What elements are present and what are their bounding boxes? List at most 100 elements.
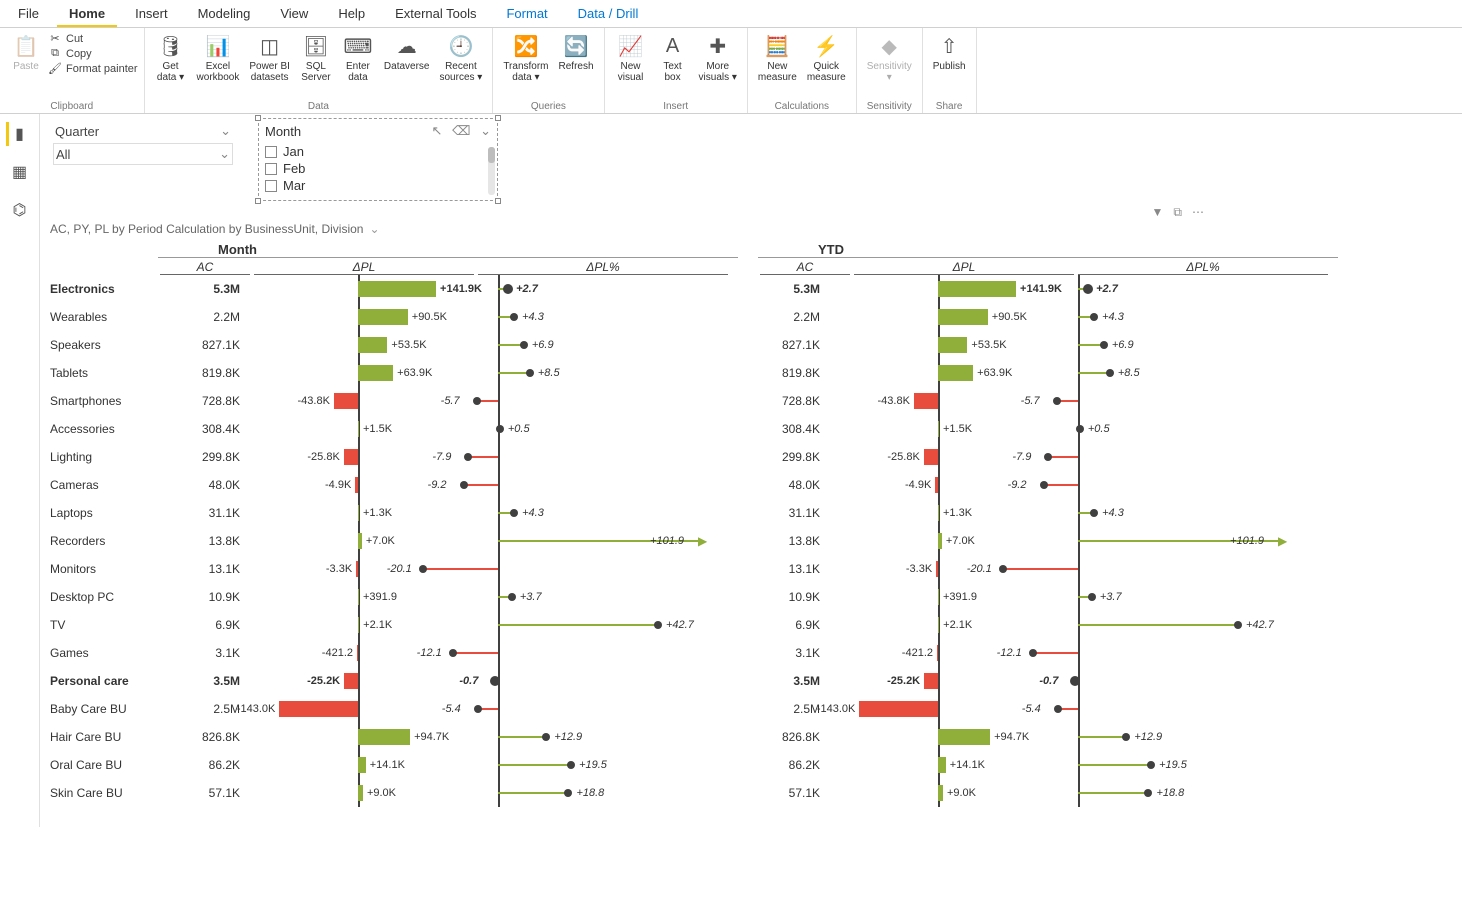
cell-dpl: +141.9K bbox=[828, 275, 1048, 303]
cell-ac: 308.4K bbox=[158, 422, 248, 436]
report-view[interactable]: ▮ bbox=[6, 122, 30, 146]
checkbox-icon[interactable] bbox=[265, 146, 277, 158]
cell-dpl: +1.5K bbox=[828, 415, 1048, 443]
text-button[interactable]: ATextbox bbox=[653, 30, 693, 85]
menu-home[interactable]: Home bbox=[57, 2, 117, 27]
cell-dplp: +4.3 bbox=[1048, 303, 1298, 331]
cell-dplp: -7.9 bbox=[468, 443, 718, 471]
cell-dpl: -25.2K bbox=[248, 667, 468, 695]
more-options-icon[interactable]: ⋯ bbox=[1192, 205, 1204, 220]
cell-dplp: +6.9 bbox=[1048, 331, 1298, 359]
new-button[interactable]: 🧮Newmeasure bbox=[754, 30, 801, 85]
cell-ac: 31.1K bbox=[158, 506, 248, 520]
model-view[interactable]: ⌬ bbox=[8, 198, 32, 222]
cell-dplp: +19.5 bbox=[1048, 751, 1298, 779]
excel-icon: 📊 bbox=[204, 32, 232, 60]
publish-button[interactable]: ⇧Publish bbox=[929, 30, 970, 74]
data-view[interactable]: ▦ bbox=[8, 160, 32, 184]
dataverse-button[interactable]: ☁Dataverse bbox=[380, 30, 434, 74]
menu-insert[interactable]: Insert bbox=[123, 2, 180, 27]
chevron-down-icon[interactable]: ⌄ bbox=[219, 146, 230, 162]
table-row: Recorders13.8K+7.0K▶+101.913.8K+7.0K▶+10… bbox=[48, 527, 1454, 555]
cell-dplp: +4.3 bbox=[1048, 499, 1298, 527]
text-icon: A bbox=[659, 32, 687, 60]
menu-format[interactable]: Format bbox=[494, 2, 559, 27]
enter-button[interactable]: ⌨Enterdata bbox=[338, 30, 378, 85]
focus-mode-icon[interactable]: ⧉ bbox=[1173, 205, 1182, 220]
cell-dplp: +3.7 bbox=[468, 583, 718, 611]
menu-view[interactable]: View bbox=[268, 2, 320, 27]
cell-dplp: +0.5 bbox=[1048, 415, 1298, 443]
copy-icon: ⧉ bbox=[48, 47, 62, 60]
cell-dpl: +7.0K bbox=[828, 527, 1048, 555]
period-header: YTD bbox=[758, 242, 1338, 258]
cell-dpl: +7.0K bbox=[248, 527, 468, 555]
table-row: Hair Care BU826.8K+94.7K+12.9826.8K+94.7… bbox=[48, 723, 1454, 751]
cell-dpl: -143.0K bbox=[828, 695, 1048, 723]
cell-dpl: +2.1K bbox=[248, 611, 468, 639]
cell-dpl: +2.1K bbox=[828, 611, 1048, 639]
power-bi-button[interactable]: ◫Power BIdatasets bbox=[245, 30, 294, 85]
cell-ac: 13.8K bbox=[738, 534, 828, 548]
table-row: Desktop PC10.9K+391.9+3.710.9K+391.9+3.7 bbox=[48, 583, 1454, 611]
chevron-down-icon[interactable]: ⌄ bbox=[369, 222, 379, 236]
month-slicer[interactable]: Month ↖ ⌫ ⌄ JanFebMar bbox=[258, 118, 498, 201]
filter-icon[interactable]: ▼ bbox=[1152, 205, 1164, 220]
ribbon-group-label: Queries bbox=[499, 100, 597, 113]
sensitivity-button[interactable]: ◆Sensitivity▾ bbox=[863, 30, 916, 85]
cell-dpl: +1.3K bbox=[248, 499, 468, 527]
copy-button[interactable]: ⧉Copy bbox=[48, 47, 138, 60]
menu-help[interactable]: Help bbox=[326, 2, 377, 27]
menu-bar: FileHomeInsertModelingViewHelpExternal T… bbox=[0, 0, 1462, 28]
table-row: Speakers827.1K+53.5K+6.9827.1K+53.5K+6.9 bbox=[48, 331, 1454, 359]
report-canvas: Quarter ⌄ All ⌄ Month ↖ ⌫ ⌄ bbox=[40, 114, 1462, 827]
chevron-down-icon[interactable]: ⌄ bbox=[480, 123, 491, 138]
paste-button[interactable]: 📋Paste bbox=[6, 30, 46, 74]
month-option-mar[interactable]: Mar bbox=[265, 177, 491, 194]
month-option-feb[interactable]: Feb bbox=[265, 160, 491, 177]
cell-ac: 299.8K bbox=[738, 450, 828, 464]
format-painter-icon: 🖌 bbox=[48, 62, 62, 75]
menu-modeling[interactable]: Modeling bbox=[186, 2, 263, 27]
chevron-down-icon[interactable]: ⌄ bbox=[220, 123, 231, 139]
cell-dpl: +90.5K bbox=[248, 303, 468, 331]
cell-ac: 48.0K bbox=[738, 478, 828, 492]
month-option-jan[interactable]: Jan bbox=[265, 143, 491, 160]
cell-dpl: +53.5K bbox=[248, 331, 468, 359]
excel-button[interactable]: 📊Excelworkbook bbox=[193, 30, 244, 85]
cell-ac: 13.1K bbox=[738, 562, 828, 576]
cut-button[interactable]: ✂Cut bbox=[48, 32, 138, 45]
eraser-icon[interactable]: ⌫ bbox=[452, 123, 470, 138]
menu-external-tools[interactable]: External Tools bbox=[383, 2, 488, 27]
menu-data-drill[interactable]: Data / Drill bbox=[566, 2, 651, 27]
more-button[interactable]: ✚Morevisuals ▾ bbox=[695, 30, 741, 85]
table-row: Oral Care BU86.2K+14.1K+19.586.2K+14.1K+… bbox=[48, 751, 1454, 779]
cell-ac: 827.1K bbox=[158, 338, 248, 352]
scrollbar[interactable] bbox=[488, 147, 495, 195]
refresh-button[interactable]: 🔄Refresh bbox=[555, 30, 598, 74]
quarter-slicer[interactable]: Quarter ⌄ All ⌄ bbox=[48, 118, 238, 168]
cell-dpl: +63.9K bbox=[828, 359, 1048, 387]
menu-file[interactable]: File bbox=[6, 2, 51, 27]
transform-button[interactable]: 🔀Transformdata ▾ bbox=[499, 30, 552, 85]
cell-ac: 728.8K bbox=[158, 394, 248, 408]
recent-button[interactable]: 🕘Recentsources ▾ bbox=[436, 30, 487, 85]
checkbox-icon[interactable] bbox=[265, 163, 277, 175]
power-bi-icon: ◫ bbox=[256, 32, 284, 60]
new-icon: 🧮 bbox=[763, 32, 791, 60]
refresh-icon: 🔄 bbox=[562, 32, 590, 60]
row-category: Baby Care BU bbox=[48, 702, 158, 716]
new-button[interactable]: 📈Newvisual bbox=[611, 30, 651, 85]
checkbox-icon[interactable] bbox=[265, 180, 277, 192]
ribbon-group-label: Data bbox=[151, 100, 487, 113]
sql-button[interactable]: 🗄SQLServer bbox=[296, 30, 336, 85]
cell-ac: 13.8K bbox=[158, 534, 248, 548]
ribbon-group-label: Calculations bbox=[754, 100, 850, 113]
table-row: Electronics5.3M+141.9K+2.75.3M+141.9K+2.… bbox=[48, 275, 1454, 303]
get-button[interactable]: 🛢Getdata ▾ bbox=[151, 30, 191, 85]
cell-ac: 2.2M bbox=[738, 310, 828, 324]
ribbon-group-label: Sensitivity bbox=[863, 100, 916, 113]
format-painter-button[interactable]: 🖌Format painter bbox=[48, 62, 138, 75]
quarter-slicer-title: Quarter bbox=[55, 124, 99, 139]
quick-button[interactable]: ⚡Quickmeasure bbox=[803, 30, 850, 85]
